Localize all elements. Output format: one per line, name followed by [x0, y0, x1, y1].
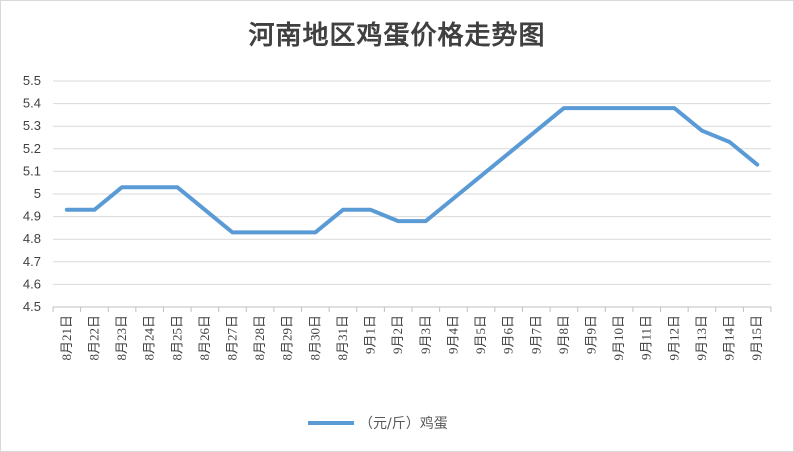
x-axis-tick-labels: 8月21日 8月22日 8月23日 8月24日 8月25日 8月26日 8月27日 8月28日…	[59, 315, 764, 361]
chart-title: 河南地区鸡蛋价格走势图	[248, 21, 546, 51]
series-line-0	[64, 106, 760, 235]
y-tick-label: 5.3	[23, 118, 41, 133]
y-tick-label: 4.9	[23, 209, 41, 224]
x-tick-label: 9月10日	[611, 315, 626, 361]
y-tick-label: 5.1	[23, 163, 41, 178]
y-tick-label: 4.7	[23, 254, 41, 269]
x-tick-label: 8月29日	[280, 315, 295, 361]
x-tick-label: 9月4日	[445, 315, 460, 354]
x-tick-label: 9月12日	[666, 315, 681, 361]
x-tick-label: 9月11日	[639, 315, 654, 360]
x-tick-label: 9月15日	[749, 315, 764, 361]
y-axis-tick-labels: 4.5 4.6 4.7 4.8 4.9 5 5.1 5.2 5.3 5.4 5.5	[23, 73, 41, 314]
x-tick-label: 9月13日	[694, 315, 709, 361]
x-tick-label: 8月21日	[59, 315, 74, 361]
x-tick-label: 9月5日	[473, 315, 488, 354]
x-tick-label: 9月2日	[390, 315, 405, 354]
y-tick-label: 4.8	[23, 231, 41, 246]
y-tick-label: 5.2	[23, 141, 41, 156]
x-tick-label: 8月27日	[225, 315, 240, 361]
x-tick-label: 9月6日	[501, 315, 516, 354]
x-tick-label: 9月8日	[556, 315, 571, 354]
y-tick-label: 5.4	[23, 96, 41, 111]
legend: （元/斤）鸡蛋	[308, 415, 448, 432]
x-tick-label: 8月23日	[114, 315, 129, 361]
series-lines	[64, 106, 760, 235]
y-tick-label: 4.6	[23, 276, 41, 291]
x-tick-label: 9月7日	[528, 315, 543, 354]
x-tick-label: 8月25日	[169, 315, 184, 361]
legend-label: （元/斤）鸡蛋	[359, 415, 448, 432]
x-tick-label: 8月22日	[86, 315, 101, 361]
x-tick-label: 9月14日	[722, 315, 737, 361]
y-tick-label: 4.5	[23, 299, 41, 314]
x-tick-label: 9月3日	[418, 315, 433, 354]
y-tick-label: 5.5	[23, 73, 41, 88]
y-tick-label: 5	[34, 186, 41, 201]
axes	[52, 306, 772, 312]
x-tick-label: 9月1日	[363, 315, 378, 354]
x-tick-label: 8月31日	[335, 315, 350, 361]
x-tick-label: 8月30日	[307, 315, 322, 361]
x-tick-label: 8月28日	[252, 315, 267, 361]
x-tick-label: 9月9日	[584, 315, 599, 354]
x-tick-label: 8月26日	[197, 315, 212, 361]
gridlines	[53, 80, 771, 285]
x-tick-label: 8月24日	[142, 315, 157, 361]
